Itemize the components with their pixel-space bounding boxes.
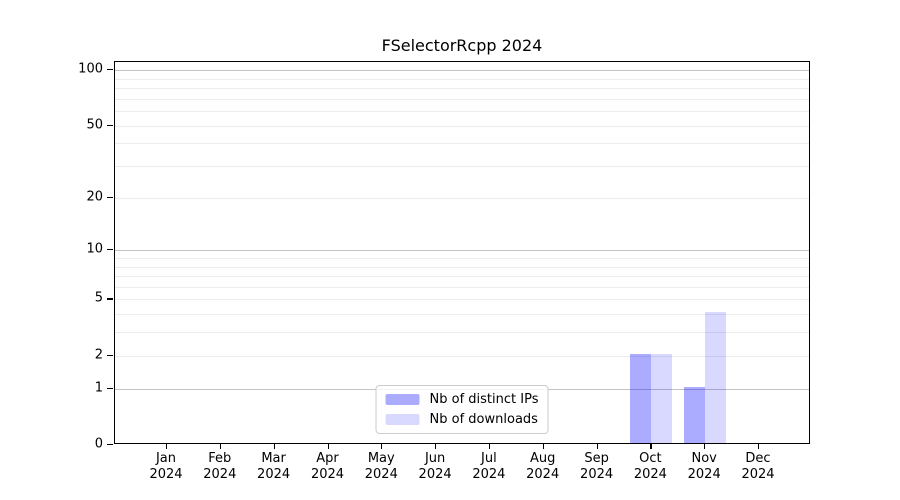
- x-tick-mark: [650, 444, 652, 449]
- gridline-minor: [115, 332, 809, 334]
- y-tick-label: 0: [94, 436, 103, 452]
- x-tick-label: Sep 2024: [580, 451, 614, 482]
- x-tick-mark: [381, 444, 383, 449]
- y-tick-label: 50: [86, 117, 103, 132]
- gridline-major: [115, 70, 809, 71]
- legend: Nb of distinct IPs Nb of downloads: [375, 385, 549, 434]
- y-tick-label: 10: [86, 241, 103, 257]
- x-tick-label: Jan 2024: [149, 451, 183, 482]
- y-tick-mark: [107, 196, 113, 198]
- x-tick-mark: [488, 444, 491, 449]
- y-tick-mark: [107, 444, 113, 446]
- x-tick-label: Feb 2024: [203, 451, 237, 482]
- x-tick-label: Apr 2024: [310, 451, 345, 482]
- chart-title: FSelectorRcpp 2024: [381, 36, 543, 55]
- x-tick-label: May 2024: [364, 451, 398, 482]
- gridline-minor: [115, 266, 809, 268]
- y-tick-mark: [107, 124, 113, 126]
- legend-item: Nb of downloads: [385, 412, 539, 427]
- x-tick-label: Jul 2024: [472, 451, 506, 482]
- gridline-minor: [115, 143, 809, 145]
- gridline-minor: [115, 276, 809, 277]
- y-tick-label: 100: [78, 61, 103, 77]
- x-tick-label: Mar 2024: [257, 451, 291, 482]
- legend-label: Nb of distinct IPs: [429, 392, 539, 407]
- x-tick-label: Jun 2024: [418, 451, 452, 482]
- gridline-minor: [115, 257, 809, 259]
- gridline-minor: [115, 78, 809, 80]
- x-tick-mark: [542, 444, 544, 449]
- y-tick-label: 2: [94, 347, 103, 363]
- legend-swatch-distinct-ips: [385, 394, 420, 405]
- gridline-minor: [115, 125, 809, 127]
- x-tick-mark: [758, 444, 760, 449]
- legend-item: Nb of distinct IPs: [385, 392, 539, 407]
- x-tick-label: Aug 2024: [526, 451, 560, 482]
- y-tick-label: 1: [94, 380, 103, 396]
- x-tick-label: Dec 2024: [741, 451, 775, 482]
- y-tick-mark: [107, 69, 113, 71]
- x-tick-mark: [596, 444, 598, 449]
- x-tick-mark: [327, 444, 329, 449]
- y-tick-mark: [107, 354, 113, 356]
- bar-distinct-ips: [684, 386, 706, 443]
- y-tick-mark: [107, 298, 113, 300]
- y-tick-label: 5: [94, 290, 103, 306]
- gridline-minor: [115, 111, 809, 112]
- plot-area: Nb of distinct IPs Nb of downloads: [114, 61, 810, 444]
- x-tick-mark: [435, 444, 437, 449]
- gridline-minor: [115, 286, 809, 288]
- gridline-minor: [115, 166, 809, 167]
- y-tick-mark: [107, 249, 113, 251]
- y-tick-label: 20: [86, 189, 103, 205]
- bar-downloads: [705, 312, 727, 443]
- gridline-minor: [115, 197, 809, 199]
- x-tick-mark: [704, 444, 706, 449]
- x-tick-mark: [273, 444, 275, 449]
- y-tick-mark: [107, 387, 113, 389]
- gridline-minor: [115, 98, 809, 100]
- x-tick-label: Oct 2024: [633, 451, 667, 482]
- bar-downloads: [651, 353, 673, 443]
- legend-label: Nb of downloads: [429, 412, 538, 427]
- x-tick-mark: [166, 444, 168, 449]
- x-tick-label: Nov 2024: [687, 451, 721, 482]
- x-tick-mark: [219, 444, 221, 449]
- gridline-minor: [115, 355, 809, 357]
- legend-swatch-downloads: [385, 414, 420, 425]
- gridline-minor: [115, 314, 809, 316]
- gridline-minor: [115, 87, 809, 89]
- bar-distinct-ips: [630, 353, 652, 443]
- gridline-major: [115, 250, 809, 252]
- gridline-minor: [115, 299, 809, 301]
